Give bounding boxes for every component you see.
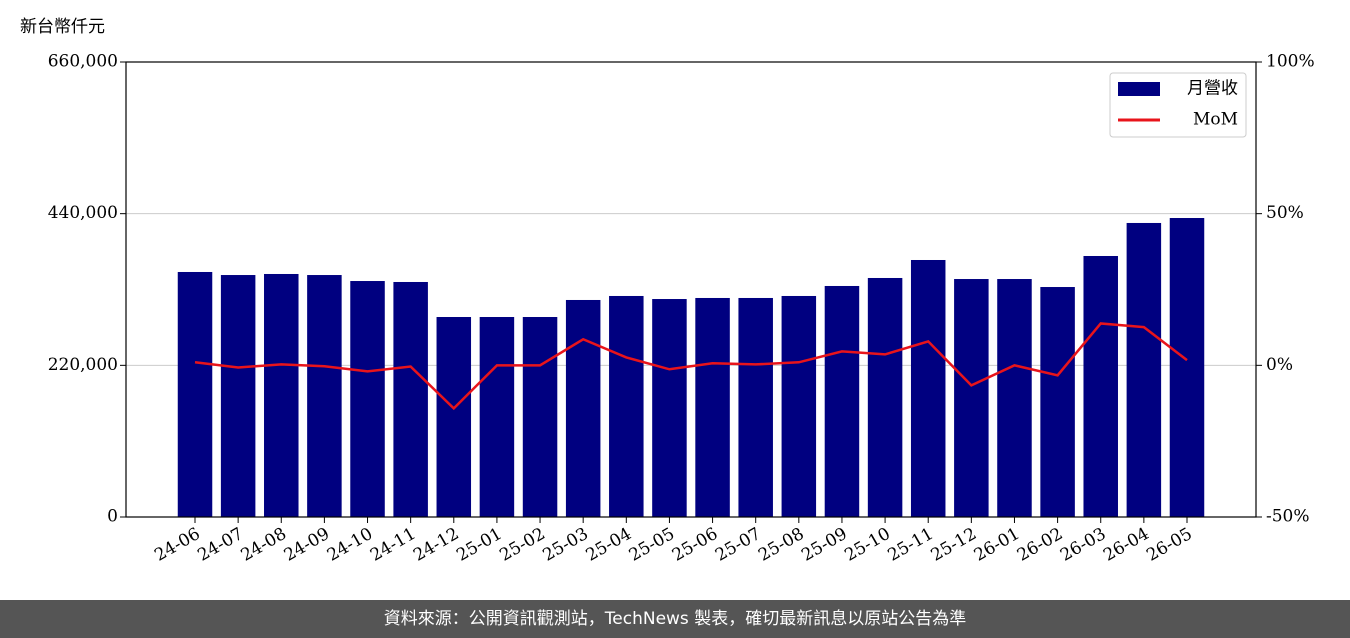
bar xyxy=(867,277,903,517)
bar xyxy=(307,275,342,517)
bar xyxy=(177,271,213,517)
bar xyxy=(781,295,817,517)
footer: 資料來源：公開資訊觀測站，TechNews 製表，確切最新訊息以原站公告為準 xyxy=(384,609,966,629)
x-tick-label: 24-09 xyxy=(281,524,333,566)
x-tick-label: 25-06 xyxy=(669,524,721,566)
bar xyxy=(393,281,428,517)
x-tick-label: 26-05 xyxy=(1143,524,1195,566)
bar xyxy=(479,317,515,517)
x-tick-label: 24-12 xyxy=(410,524,462,566)
y-tick-label: 220,000 xyxy=(48,355,118,375)
x-tick-label: 26-04 xyxy=(1100,524,1152,566)
bar xyxy=(1040,287,1075,517)
x-tick-label: 25-11 xyxy=(885,524,937,566)
x-tick-label: 25-09 xyxy=(798,524,850,566)
x-tick-label: 26-02 xyxy=(1014,524,1066,566)
bar xyxy=(522,317,558,517)
bar xyxy=(565,299,601,517)
y2-tick-label: 0% xyxy=(1266,355,1293,375)
x-tick-label: 25-04 xyxy=(583,524,635,566)
x-tick-label: 25-01 xyxy=(453,524,505,566)
bar xyxy=(1083,255,1118,517)
footer-band xyxy=(0,600,1350,638)
bar xyxy=(436,317,472,517)
y2-tick-label: 100% xyxy=(1266,52,1315,72)
x-tick-label: 24-08 xyxy=(238,524,290,566)
y-tick-label: 0 xyxy=(107,507,118,527)
legend-label: MoM xyxy=(1193,110,1238,130)
bar xyxy=(997,279,1032,517)
x-tick-label: 24-11 xyxy=(367,524,419,566)
y2-tick-label: -50% xyxy=(1266,507,1310,527)
x-tick-label: 26-03 xyxy=(1057,524,1109,566)
y-axis-label: 新台幣仟元 xyxy=(20,17,105,37)
bar xyxy=(609,295,644,517)
y2-tick-label: 50% xyxy=(1266,203,1304,223)
bar xyxy=(264,273,299,517)
x-tick-label: 25-02 xyxy=(496,524,548,566)
x-tick-label: 25-05 xyxy=(626,524,678,566)
y-tick-label: 660,000 xyxy=(48,52,118,72)
x-tick-label: 24-07 xyxy=(194,524,246,566)
x-tick-label: 25-10 xyxy=(841,524,893,566)
x-tick-label: 25-07 xyxy=(712,524,764,566)
x-tick-label: 25-12 xyxy=(928,524,980,566)
line xyxy=(194,322,1188,411)
bar xyxy=(910,259,946,517)
bar xyxy=(350,281,385,517)
legend-swatch xyxy=(1118,82,1160,96)
bar xyxy=(695,297,730,517)
x-tick-label: 24-10 xyxy=(324,524,376,566)
bar xyxy=(1126,222,1162,517)
x-tick-label: 25-08 xyxy=(755,524,807,566)
plot-frame xyxy=(125,61,1257,518)
legend-label: 月營收 xyxy=(1187,79,1238,99)
x-tick-label: 24-06 xyxy=(151,524,203,566)
bar xyxy=(220,275,256,517)
bar xyxy=(954,279,989,517)
x-tick-label: 26-01 xyxy=(971,524,1023,566)
x-tick-label: 25-03 xyxy=(539,524,591,566)
y-tick-label: 440,000 xyxy=(48,203,118,223)
bar xyxy=(738,297,773,517)
bar xyxy=(1169,218,1205,518)
bar xyxy=(824,285,860,517)
bar xyxy=(652,299,687,517)
